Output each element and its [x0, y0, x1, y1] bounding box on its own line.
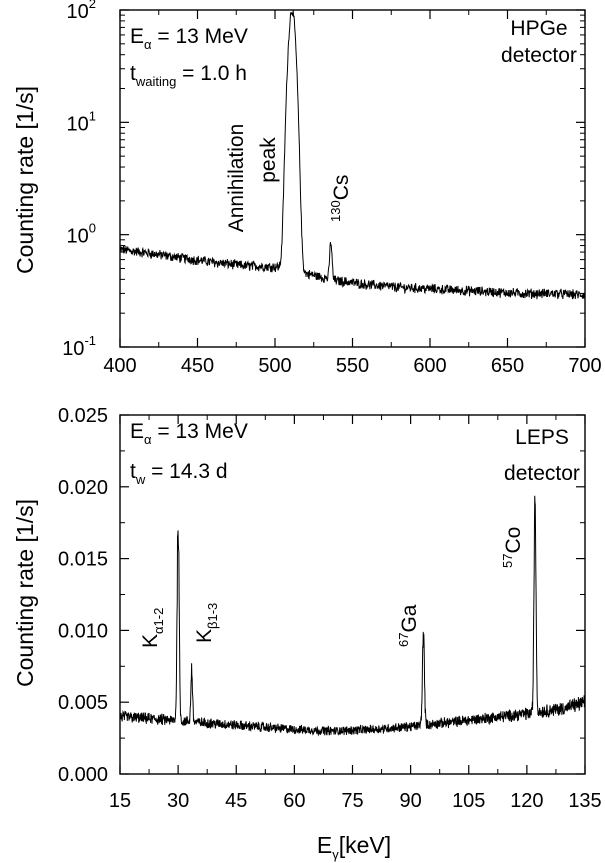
- k-alpha-label: Kα1-2: [139, 608, 166, 648]
- bottom-detector-label-line2: detector: [504, 462, 580, 485]
- top-y-tick-label: 100: [67, 221, 96, 248]
- top-y-axis-title: Counting rate [1/s]: [12, 86, 38, 274]
- bottom-x-tick-label: 15: [109, 790, 131, 812]
- top-detector-label-line2: detector: [501, 44, 577, 67]
- top-x-tick-label: 700: [568, 355, 601, 377]
- bottom-x-tick-label: 60: [283, 790, 305, 812]
- bottom-y-tick-label: 0.015: [58, 549, 108, 571]
- top-x-tick-label: 600: [413, 355, 446, 377]
- top-y-tick-labels: 10-1 100 101 102: [62, 0, 96, 360]
- bottom-y-tick-label: 0.020: [58, 477, 108, 499]
- bottom-y-tick-label: 0.010: [58, 620, 108, 642]
- top-detector-label-line1: HPGe: [510, 17, 567, 40]
- bottom-y-tick-label: 0.025: [58, 405, 108, 427]
- top-x-tick-label: 450: [181, 355, 214, 377]
- bottom-spectrum-line: [119, 495, 586, 737]
- top-x-tick-labels: 400 450 500 550 600 650 700: [103, 355, 601, 377]
- annihilation-peak-label: peak: [257, 137, 280, 183]
- top-time-label: twaiting = 1.0 h: [130, 62, 247, 89]
- ga67-label: 67Ga: [396, 604, 421, 647]
- k-beta-label: Kβ1-3: [193, 603, 220, 643]
- top-spectrum-line: [119, 10, 586, 300]
- bottom-axis-ticks: [119, 414, 586, 775]
- annihilation-label: Annihilation: [225, 124, 248, 233]
- bottom-energy-label: Eα = 13 MeV: [130, 420, 248, 447]
- bottom-y-tick-label: 0.000: [58, 764, 108, 786]
- top-x-tick-label: 550: [336, 355, 369, 377]
- cs130-label: 130Cs: [328, 175, 353, 222]
- bottom-x-tick-label: 105: [452, 790, 485, 812]
- bottom-x-tick-label: 90: [400, 790, 422, 812]
- top-x-tick-label: 400: [103, 355, 136, 377]
- bottom-x-tick-label: 120: [510, 790, 543, 812]
- bottom-y-axis-title: Counting rate [1/s]: [12, 499, 38, 687]
- bottom-y-tick-label: 0.005: [58, 692, 108, 714]
- top-y-tick-label: 102: [67, 0, 96, 23]
- top-y-tick-label: 101: [67, 108, 96, 135]
- bottom-x-tick-label: 75: [341, 790, 363, 812]
- bottom-detector-label-line1: LEPS: [515, 426, 569, 449]
- bottom-spectrum-panel: 15 30 45 60 75 90 105 120 135 0.0000.0050.0100.0…: [12, 405, 602, 862]
- bottom-x-tick-label: 45: [225, 790, 247, 812]
- top-axis-ticks: [119, 9, 586, 348]
- top-spectrum-panel: 400 450 500 550 600 650 700 10-1 100 101 102 Coun…: [12, 0, 602, 377]
- bottom-x-tick-labels: 15 30 45 60 75 90 105 120 135: [109, 790, 602, 812]
- top-y-tick-label: 10-1: [62, 333, 96, 360]
- co57-label: 57Co: [500, 527, 525, 568]
- bottom-x-axis-title: Eγ[keV]: [317, 832, 391, 862]
- bottom-time-label: tw = 14.3 d: [130, 460, 228, 487]
- top-x-tick-label: 650: [491, 355, 524, 377]
- top-energy-label: Eα = 13 MeV: [130, 25, 248, 52]
- top-x-tick-label: 500: [258, 355, 291, 377]
- bottom-x-tick-label: 135: [568, 790, 601, 812]
- bottom-x-tick-label: 30: [167, 790, 189, 812]
- bottom-y-tick-labels: 0.000 0.005 0.010 0.015 0.020 0.025: [58, 405, 108, 786]
